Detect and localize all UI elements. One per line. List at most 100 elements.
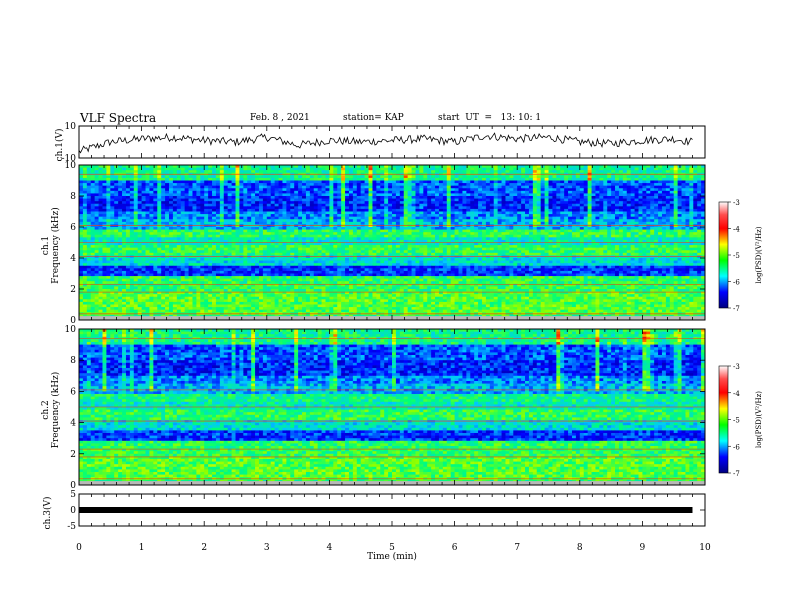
spectrogram-cell xyxy=(693,193,697,196)
spectrogram-cell xyxy=(333,219,337,222)
spectrogram-cell xyxy=(353,204,357,207)
spectrogram-cell xyxy=(220,170,224,173)
spectrogram-cell xyxy=(689,214,693,217)
spectrogram-cell xyxy=(474,196,478,199)
spectrogram-cell xyxy=(114,186,118,189)
spectrogram-cell xyxy=(165,212,169,215)
spectrogram-cell xyxy=(685,199,689,202)
spectrogram-cell xyxy=(674,237,678,240)
spectrogram-cell xyxy=(165,175,169,178)
spectrogram-cell xyxy=(302,235,306,238)
spectrogram-cell xyxy=(185,235,189,238)
spectrogram-cell xyxy=(290,175,294,178)
spectrogram-cell xyxy=(498,170,502,173)
spectrogram-cell xyxy=(654,235,658,238)
spectrogram-cell xyxy=(341,170,345,173)
spectrogram-cell xyxy=(275,214,279,217)
spectrogram-cell xyxy=(165,214,169,217)
spectrogram-cell xyxy=(114,199,118,202)
spectrogram-cell xyxy=(466,204,470,207)
spectrogram-cell xyxy=(376,178,380,181)
spectrogram-cell xyxy=(138,224,142,227)
spectrogram-cell xyxy=(682,230,686,233)
spectrogram-cell xyxy=(592,206,596,209)
spectrogram-cell xyxy=(142,204,146,207)
spectrogram-cell xyxy=(114,222,118,225)
spectrogram-cell xyxy=(623,204,627,207)
spectrogram-cell xyxy=(118,181,122,184)
spectrogram-cell xyxy=(369,183,373,186)
spectrogram-cell xyxy=(607,196,611,199)
spectrogram-cell xyxy=(259,243,263,246)
spectrogram-cell xyxy=(110,183,114,186)
spectrogram-cell xyxy=(505,181,509,184)
spectrogram-cell xyxy=(239,181,243,184)
spectrogram-cell xyxy=(431,188,435,191)
spectrogram-cell xyxy=(525,186,529,189)
spectrogram-cell xyxy=(466,175,470,178)
spectrogram-cell xyxy=(549,222,553,225)
spectrogram-cell xyxy=(220,196,224,199)
spectrogram-cell xyxy=(580,219,584,222)
spectrogram-cell xyxy=(333,224,337,227)
spectrogram-cell xyxy=(392,181,396,184)
spectrogram-cell xyxy=(212,219,216,222)
spectrogram-cell xyxy=(631,209,635,212)
spectrogram-cell xyxy=(255,217,259,220)
spectrogram-cell xyxy=(396,178,400,181)
spectrogram-cell xyxy=(161,178,165,181)
spectrogram-cell xyxy=(490,183,494,186)
spectrogram-cell xyxy=(239,222,243,225)
spectrogram-cell xyxy=(146,230,150,233)
spectrogram-cell xyxy=(529,183,533,186)
spectrogram-cell xyxy=(243,204,247,207)
spectrogram-cell xyxy=(165,219,169,222)
spectrogram-cell xyxy=(329,168,333,171)
spectrogram-cell xyxy=(255,178,259,181)
spectrogram-cell xyxy=(419,232,423,235)
spectrogram-cell xyxy=(631,232,635,235)
spectrogram-cell xyxy=(404,219,408,222)
spectrogram-cell xyxy=(279,214,283,217)
spectrogram-cell xyxy=(678,204,682,207)
spectrogram-cell xyxy=(126,214,130,217)
spectrogram-cell xyxy=(361,188,365,191)
spectrogram-cell xyxy=(646,214,650,217)
spectrogram-cell xyxy=(466,217,470,220)
spectrogram-cell xyxy=(294,224,298,227)
spectrogram-cell xyxy=(228,217,232,220)
spectrogram-cell xyxy=(447,191,451,194)
spectrogram-cell xyxy=(224,206,228,209)
spectrogram-cell xyxy=(435,181,439,184)
spectrogram-cell xyxy=(126,209,130,212)
spectrogram-cell xyxy=(239,219,243,222)
spectrogram-cell xyxy=(290,235,294,238)
spectrogram-cell xyxy=(693,196,697,199)
spectrogram-cell xyxy=(376,175,380,178)
spectrogram-cell xyxy=(361,204,365,207)
spectrogram-cell xyxy=(384,186,388,189)
spectrogram-cell xyxy=(236,188,240,191)
spectrogram-cell xyxy=(247,214,251,217)
spectrogram-cell xyxy=(462,206,466,209)
spectrogram-cell xyxy=(592,193,596,196)
spectrogram-cell xyxy=(314,181,318,184)
spectrogram-cell xyxy=(533,222,537,225)
spectrogram-cell xyxy=(631,237,635,240)
spectrogram-cell xyxy=(267,235,271,238)
spectrogram-cell xyxy=(357,183,361,186)
spectrogram-cell xyxy=(423,209,427,212)
spectrogram-cell xyxy=(99,227,103,230)
spectrogram-cell xyxy=(502,193,506,196)
spectrogram-cell xyxy=(447,188,451,191)
spectrogram-cell xyxy=(505,204,509,207)
spectrogram-cell xyxy=(682,193,686,196)
spectrogram-cell xyxy=(654,206,658,209)
spectrogram-cell xyxy=(118,219,122,222)
spectrogram-cell xyxy=(447,230,451,233)
spectrogram-cell xyxy=(361,219,365,222)
spectrogram-cell xyxy=(185,168,189,171)
spectrogram-cell xyxy=(494,199,498,202)
spectrogram-cell xyxy=(286,188,290,191)
spectrogram-cell xyxy=(685,206,689,209)
